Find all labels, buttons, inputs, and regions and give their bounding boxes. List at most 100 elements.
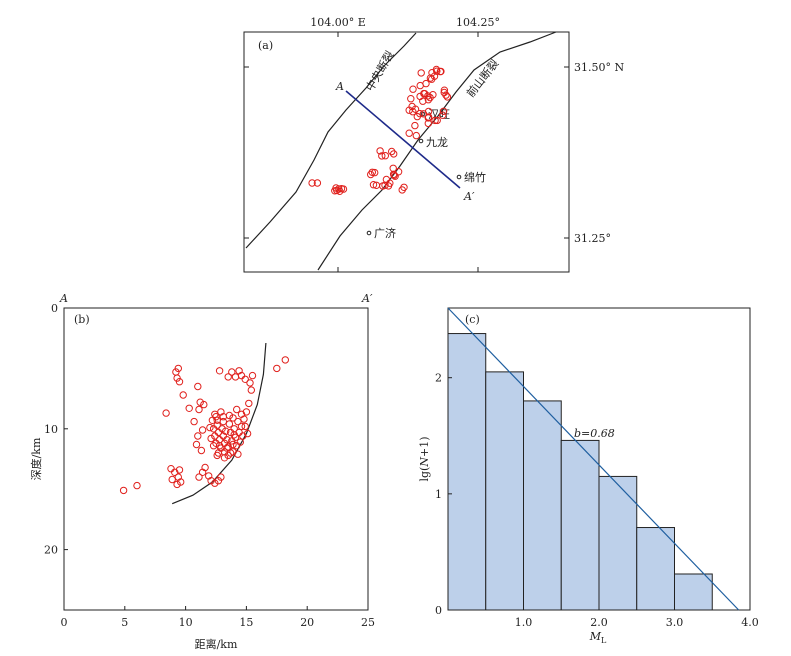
- map-epicenter: [443, 93, 452, 101]
- hypocenter-point: [215, 367, 224, 375]
- hypocenter-point: [207, 477, 215, 485]
- hypocenter-point: [229, 440, 237, 449]
- depth-y-tick-label: 0: [51, 302, 58, 315]
- map-epicenter: [407, 95, 415, 103]
- depth-section-panel: (b) A A′ 距离/km 深度/km 0 5 10 15 20 25 0 10 20: [29, 292, 375, 651]
- map-epicenter: [390, 150, 398, 158]
- hypocenter-point: [230, 431, 238, 439]
- map-epicenter: [436, 67, 444, 76]
- hypocenter-point: [217, 473, 225, 481]
- hypocenter-point: [226, 449, 235, 457]
- mf-bar: [447, 333, 487, 611]
- hypocenter-point: [192, 440, 201, 449]
- map-epicenter: [398, 186, 406, 194]
- mf-x-tick-label: 1.0: [515, 616, 533, 629]
- map-epicenter-group: [308, 65, 452, 196]
- map-epicenter: [394, 168, 403, 176]
- lat-tick-label: 31.50° N: [574, 61, 624, 74]
- map-epicenter: [419, 110, 428, 118]
- hypocenter-point: [213, 416, 221, 424]
- town-marker: [418, 138, 424, 144]
- mf-y-axis-label: lg(N+1): [418, 437, 431, 482]
- depth-boundary-curve: [171, 342, 267, 505]
- town-marker: [366, 230, 372, 236]
- map-epicenter: [381, 181, 389, 190]
- map-epicenter: [411, 121, 419, 130]
- hypocenter-point: [213, 451, 221, 460]
- map-epicenter: [426, 93, 434, 102]
- mf-y-tick-label: 1: [435, 488, 442, 501]
- map-epicenter: [389, 164, 397, 173]
- mf-x-tick-label: 3.0: [666, 616, 684, 629]
- hypocenter-point: [228, 368, 236, 376]
- hypocenter-point: [168, 475, 176, 484]
- map-epicenter: [367, 170, 375, 179]
- depth-panel-label: (b): [74, 313, 90, 326]
- map-epicenter: [417, 69, 425, 77]
- map-epicenter: [388, 147, 396, 156]
- hypocenter-point: [237, 422, 246, 431]
- hypocenter-point: [243, 429, 252, 438]
- hypocenter-point: [207, 434, 215, 443]
- hypocenter-point: [175, 466, 184, 474]
- central-fault-line: [245, 32, 417, 249]
- map-epicenter: [369, 181, 378, 189]
- mf-bars: [447, 333, 713, 611]
- mf-axes: 1.0 2.0 3.0 4.0 0 1 2: [435, 372, 759, 629]
- depth-x-tick-label: 20: [300, 616, 314, 629]
- mf-x-axis-label: ML: [589, 630, 607, 645]
- map-epicenter: [378, 152, 386, 160]
- map-epicenter: [381, 152, 389, 160]
- hypocenter-point: [179, 391, 187, 399]
- depth-profile-start: A: [59, 292, 68, 305]
- depth-x-tick-label: 10: [179, 616, 193, 629]
- depth-y-tick-label: 20: [44, 544, 58, 557]
- map-epicenter: [308, 179, 316, 187]
- hypocenter-point: [219, 413, 228, 421]
- hypocenter-point: [198, 426, 207, 434]
- hypocenter-point: [133, 481, 141, 490]
- hypocenter-point: [185, 404, 193, 412]
- map-epicenter: [431, 116, 439, 125]
- town-label: 绵竹: [464, 170, 486, 184]
- front-range-fault-line: [317, 31, 557, 271]
- hypocenter-point: [273, 364, 281, 373]
- map-epicenter: [390, 171, 398, 179]
- lat-tick-label: 31.25°: [574, 232, 611, 245]
- hypocenter-point: [197, 446, 206, 455]
- hypocenter-point: [190, 417, 198, 426]
- map-epicenter: [384, 182, 393, 190]
- depth-x-tick-label: 15: [239, 616, 253, 629]
- depth-profile-end: A′: [361, 292, 373, 305]
- hypocenter-point: [281, 356, 289, 364]
- map-epicenter: [424, 113, 433, 121]
- hypocenter-point: [225, 420, 234, 428]
- depth-y-tick-label: 10: [44, 423, 58, 436]
- map-epicenter: [433, 116, 441, 125]
- depth-boundary-line: [171, 342, 267, 505]
- hypocenter-point: [247, 386, 256, 394]
- hypocenter-point: [198, 468, 207, 476]
- hypocenter-point: [223, 436, 231, 444]
- mf-bar: [560, 439, 600, 611]
- map-epicenter: [421, 90, 429, 98]
- hypocenter-point: [220, 454, 229, 462]
- depth-y-axis-label: 深度/km: [29, 437, 43, 480]
- map-epicenter: [440, 86, 449, 94]
- map-epicenter: [412, 131, 420, 140]
- map-epicenter: [413, 112, 421, 121]
- depth-x-tick-label: 5: [121, 616, 128, 629]
- map-epicenter: [411, 105, 420, 113]
- profile-end-label: A′: [463, 190, 475, 203]
- mf-panel-label: (c): [465, 313, 480, 326]
- profile-line: [345, 90, 461, 189]
- depth-x-axis-label: 距离/km: [195, 637, 238, 651]
- hypocenter-point: [194, 382, 202, 391]
- hypocenter-point: [194, 432, 202, 440]
- hypocenter-point: [223, 444, 231, 452]
- profile-start-label: A: [335, 80, 344, 93]
- hypocenter-point: [206, 423, 214, 432]
- map-panel-label: (a): [258, 39, 273, 52]
- map-epicenter: [439, 107, 448, 116]
